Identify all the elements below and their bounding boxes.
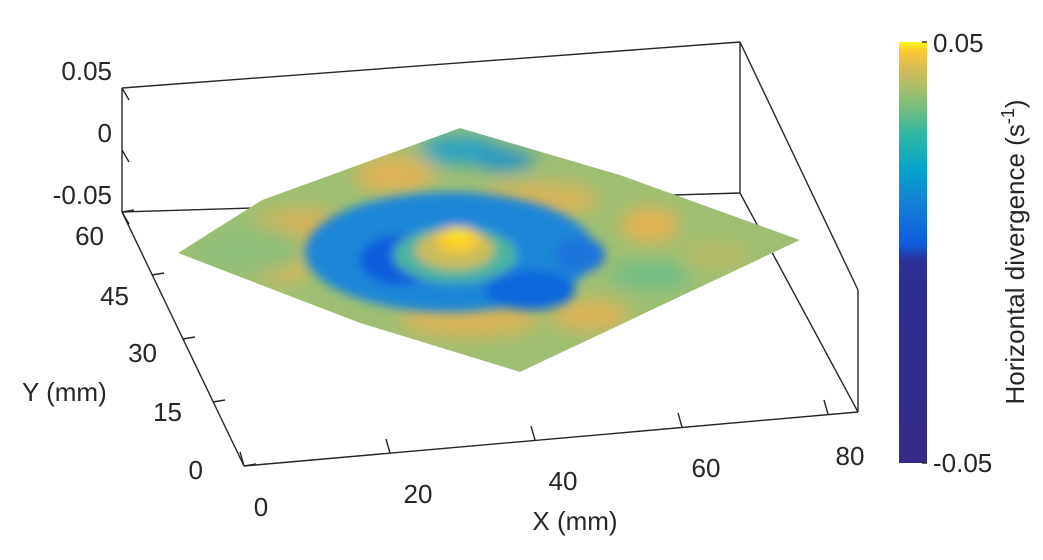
- x-tick-label: 80: [836, 441, 865, 471]
- colorbar-min-label: -0.05: [933, 448, 992, 478]
- y-tick-label: 0: [189, 455, 203, 485]
- colorbar: 0.05 -0.05 Horizontal divergence (s-1): [899, 28, 1030, 478]
- x-axis-label: X (mm): [532, 506, 617, 536]
- z-axis: 0.05 0 -0.05: [53, 56, 130, 225]
- colorbar-label: Horizontal divergence (s-1): [998, 99, 1030, 404]
- y-axis-label: Y (mm): [22, 377, 107, 407]
- colorbar-gradient: [899, 42, 927, 463]
- z-tick-label: -0.05: [53, 180, 112, 210]
- y-tick-label: 60: [75, 221, 104, 251]
- y-tick-label: 15: [153, 397, 182, 427]
- colorbar-max-label: 0.05: [933, 28, 984, 58]
- x-tick-label: 40: [549, 466, 578, 496]
- y-axis: 60 45 30 15 0 Y (mm): [22, 209, 257, 485]
- y-tick-label: 45: [100, 281, 129, 311]
- x-tick-label: 60: [692, 453, 721, 483]
- divergence-surface: [178, 128, 800, 372]
- x-tick-label: 0: [254, 492, 268, 522]
- y-tick-label: 30: [128, 338, 157, 368]
- z-tick-label: 0: [98, 118, 112, 148]
- x-tick-label: 20: [404, 479, 433, 509]
- z-tick-label: 0.05: [61, 56, 112, 86]
- x-axis: 0 20 40 60 80 X (mm): [239, 399, 865, 536]
